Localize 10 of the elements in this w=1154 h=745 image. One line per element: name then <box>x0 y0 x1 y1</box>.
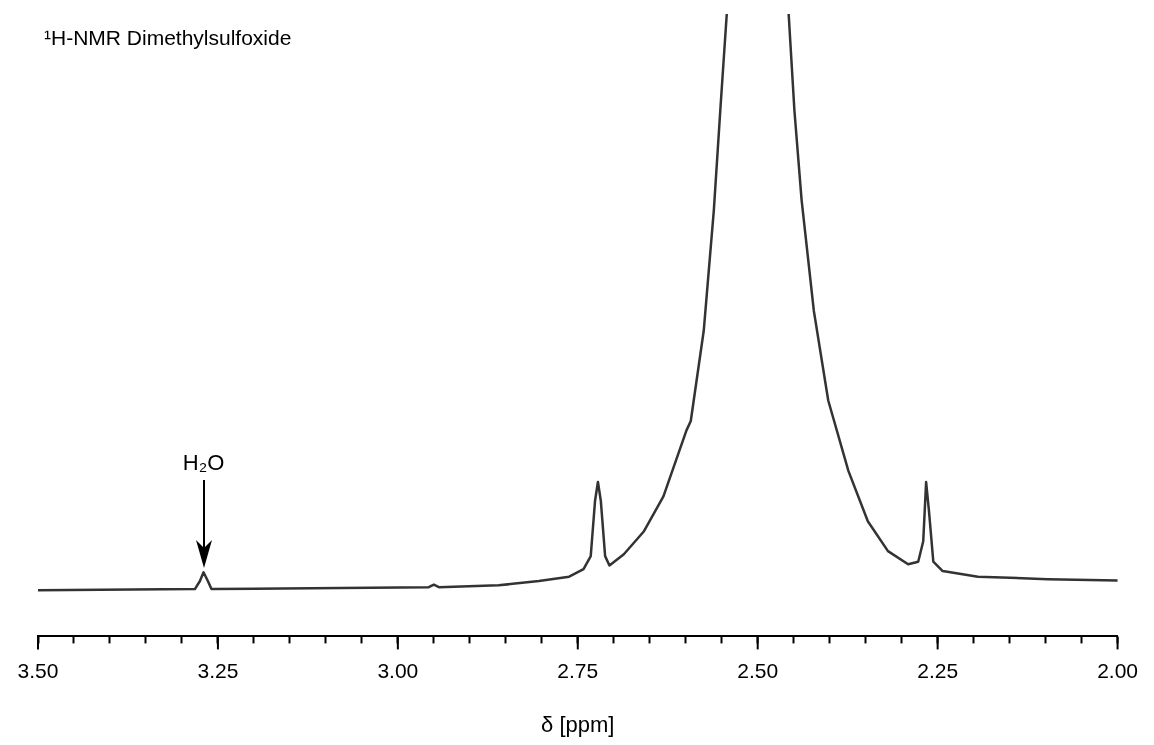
x-tick-label: 3.25 <box>197 658 239 682</box>
x-tick-label: 3.50 <box>17 658 59 682</box>
x-tick-label: 2.25 <box>917 658 959 682</box>
x-axis-title: δ [ppm] <box>541 711 615 737</box>
text: ¹H-NMR Dimethylsulfoxide <box>44 26 292 50</box>
x-tick-label: 3.00 <box>377 658 419 682</box>
annotation: H₂O <box>182 450 225 476</box>
x-tick-label: 2.50 <box>737 658 779 682</box>
x-tick-label: 2.00 <box>1097 658 1138 682</box>
x-tick-label: 2.75 <box>557 658 599 682</box>
